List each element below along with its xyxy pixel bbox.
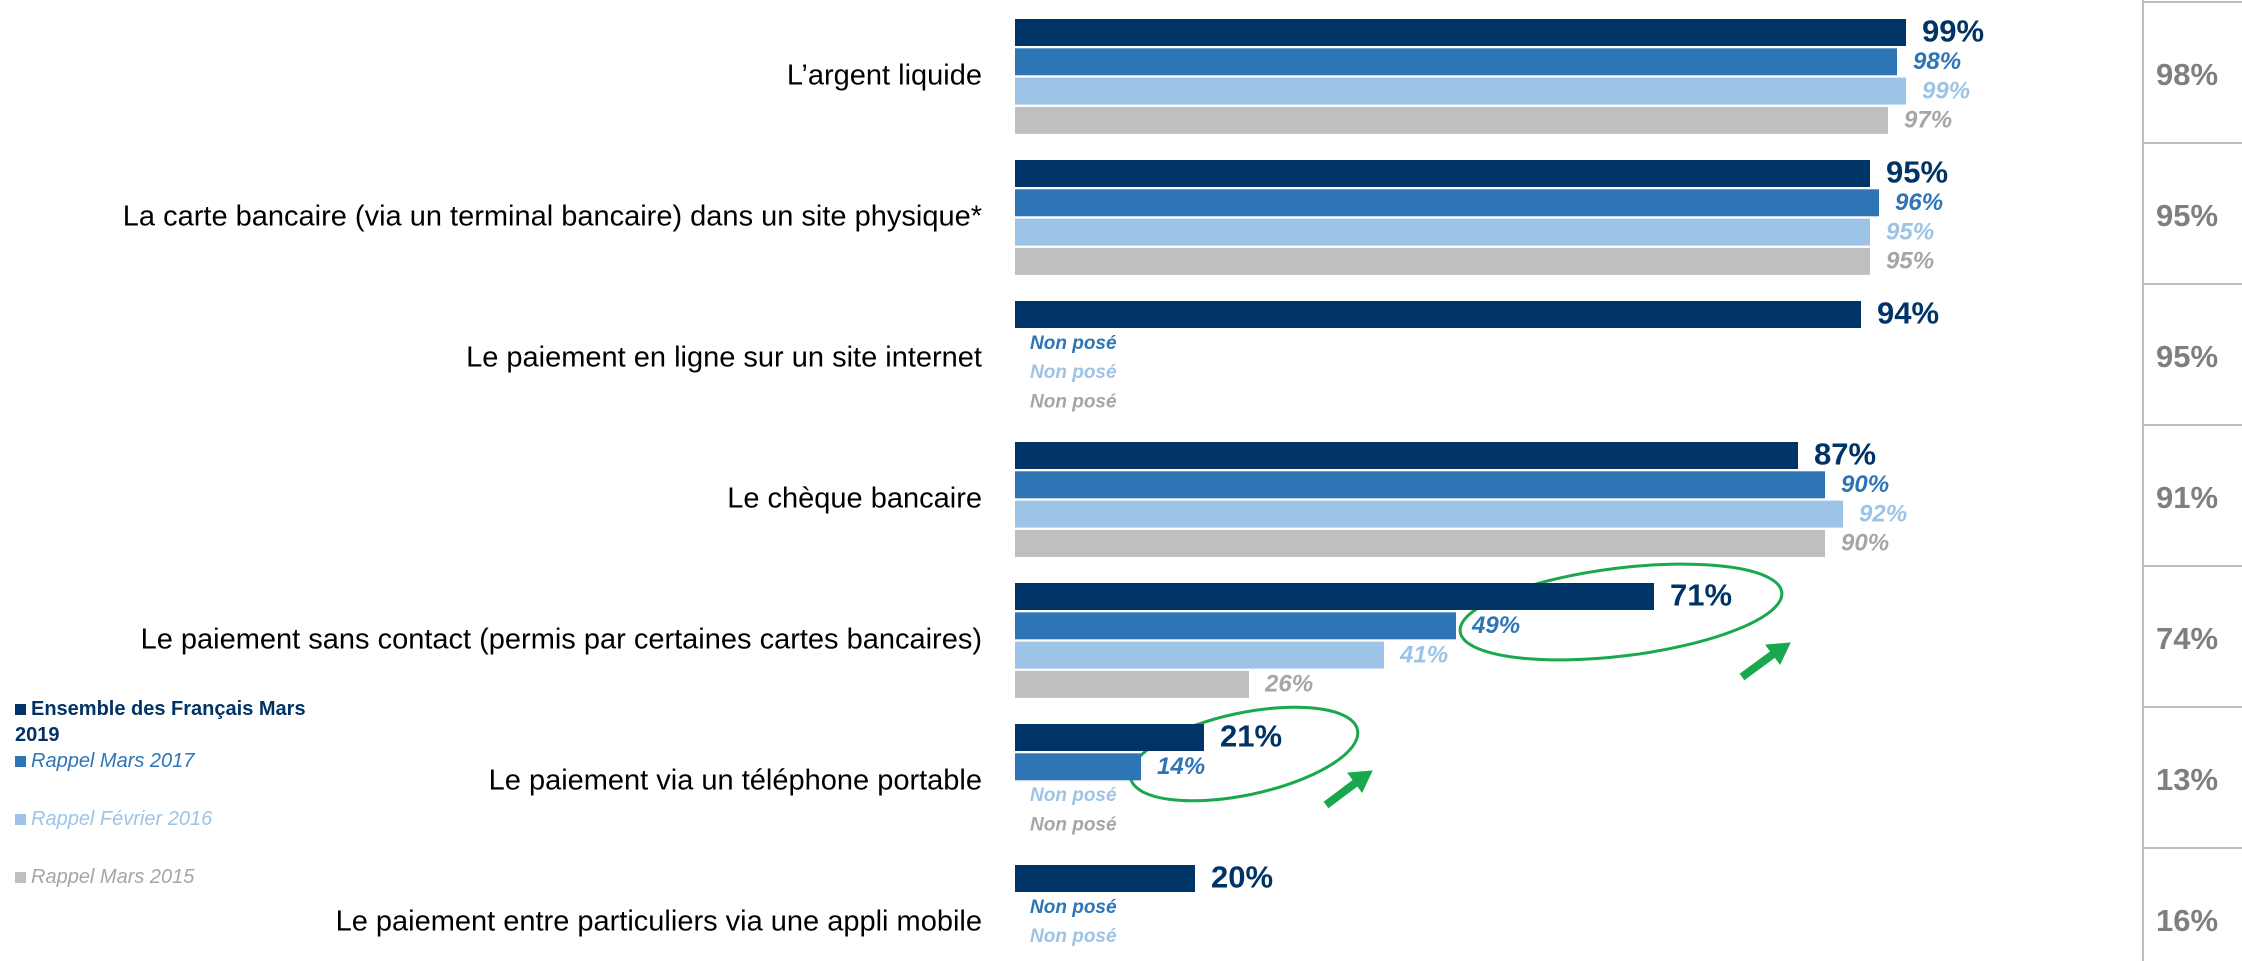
legend-label: Rappel Mars 2017 — [31, 750, 195, 772]
legend-item: Rappel Février 2016 — [15, 806, 345, 832]
bar — [1015, 583, 1654, 610]
value-label: 99% — [1922, 14, 1984, 49]
value-label: 87% — [1814, 437, 1876, 472]
bar — [1015, 500, 1843, 528]
value-label: Non posé — [1030, 333, 1117, 354]
bar — [1015, 670, 1249, 698]
value-label: 95% — [1886, 248, 1934, 275]
bar — [1015, 724, 1204, 751]
bar — [1015, 77, 1906, 105]
bar — [1015, 612, 1456, 640]
bar — [1015, 753, 1141, 781]
side-value: 74% — [2156, 621, 2218, 656]
value-label: 49% — [1471, 612, 1520, 639]
value-label: Non posé — [1030, 391, 1117, 412]
side-value: 95% — [2156, 339, 2218, 374]
bar — [1015, 471, 1825, 499]
legend-swatch — [15, 704, 26, 715]
value-label: 71% — [1670, 578, 1732, 613]
value-label: 95% — [1886, 155, 1948, 190]
value-label: 20% — [1211, 860, 1273, 895]
value-label: 90% — [1841, 530, 1889, 557]
value-label: Non posé — [1030, 362, 1117, 383]
value-label: Non posé — [1030, 926, 1117, 947]
legend-item: Rappel Mars 2017 — [15, 748, 345, 774]
bar — [1015, 442, 1798, 469]
value-label: 26% — [1264, 671, 1313, 698]
legend-swatch — [15, 872, 26, 883]
bar — [1015, 247, 1870, 275]
category-label: Le chèque bancaire — [727, 483, 982, 515]
trend-arrow — [1323, 770, 1373, 809]
value-label: Non posé — [1030, 785, 1117, 806]
side-value: 91% — [2156, 480, 2218, 515]
value-label: 99% — [1922, 77, 1970, 104]
category-label: Le paiement en ligne sur un site interne… — [466, 342, 982, 374]
bar — [1015, 48, 1897, 76]
side-value: 98% — [2156, 57, 2218, 92]
value-label: Non posé — [1030, 897, 1117, 918]
bar — [1015, 19, 1906, 46]
category-label: La carte bancaire (via un terminal banca… — [123, 201, 982, 233]
bar — [1015, 529, 1825, 557]
category-label: Le paiement via un téléphone portable — [489, 765, 982, 797]
value-label: 90% — [1841, 471, 1889, 498]
value-label: 92% — [1859, 500, 1907, 527]
highlight-ellipse — [1458, 562, 1784, 662]
bar — [1015, 641, 1384, 669]
legend-label: Rappel Mars 2015 — [31, 866, 195, 888]
legend-swatch — [15, 756, 26, 767]
legend-label: Rappel Février 2016 — [31, 808, 213, 830]
category-label: Le paiement sans contact (permis par cer… — [141, 624, 982, 656]
value-label: 21% — [1220, 719, 1282, 754]
bar — [1015, 106, 1888, 134]
bar — [1015, 160, 1870, 187]
side-value: 95% — [2156, 198, 2218, 233]
bar — [1015, 218, 1870, 246]
category-label: Le paiement entre particuliers via une a… — [336, 906, 982, 938]
bar — [1015, 865, 1195, 892]
legend-swatch — [15, 814, 26, 825]
value-label: 97% — [1904, 107, 1952, 134]
value-label: 94% — [1877, 296, 1939, 331]
value-label: 98% — [1913, 48, 1961, 75]
side-value: 13% — [2156, 762, 2218, 797]
value-label: 96% — [1895, 189, 1943, 216]
value-label: Non posé — [1030, 814, 1117, 835]
trend-arrow — [1739, 642, 1791, 681]
bar — [1015, 189, 1879, 217]
side-value: 16% — [2156, 903, 2218, 938]
legend-item: Rappel Mars 2015 — [15, 864, 345, 890]
value-label: 95% — [1886, 218, 1934, 245]
category-label: L’argent liquide — [787, 60, 982, 92]
bar — [1015, 301, 1861, 328]
value-label: 41% — [1399, 641, 1448, 668]
legend-item: Ensemble des Français Mars 2019 — [15, 696, 345, 748]
value-label: 14% — [1157, 753, 1205, 780]
legend-label: Ensemble des Français Mars 2019 — [15, 698, 306, 746]
